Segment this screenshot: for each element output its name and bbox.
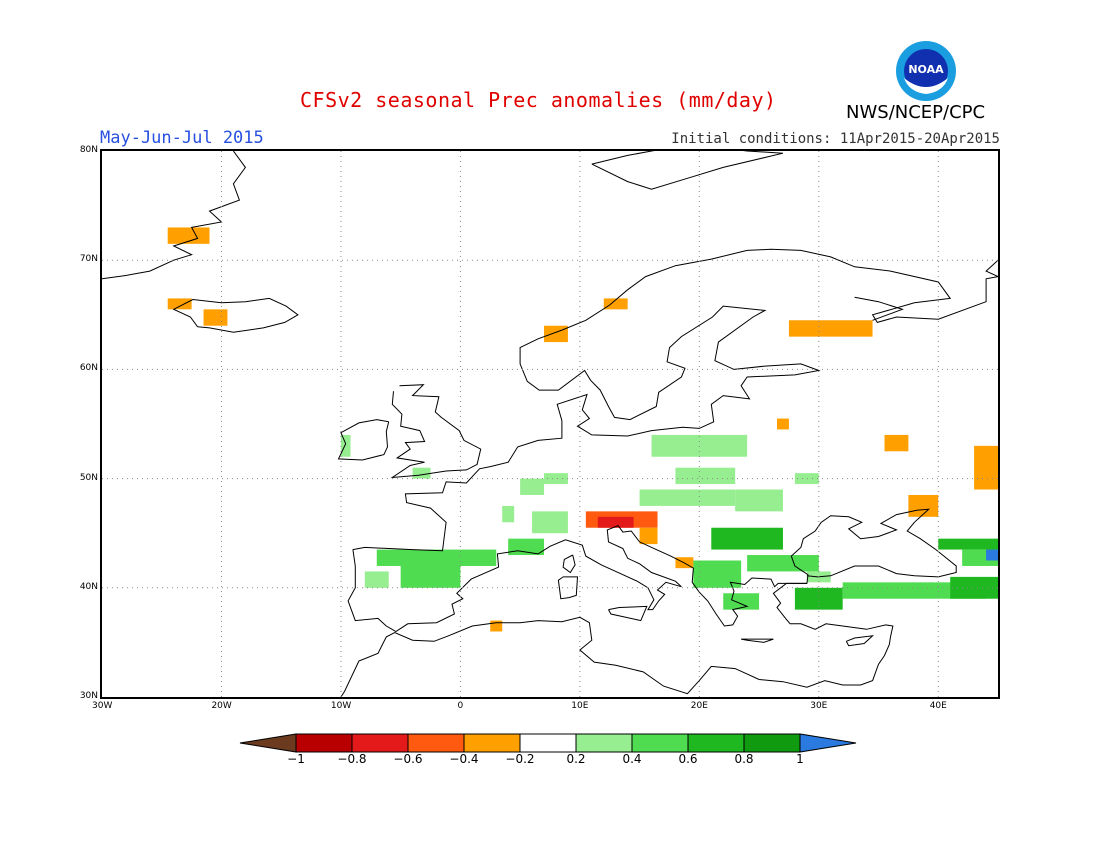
- colorbar-swatch: [351, 733, 409, 753]
- anomaly-ukraine-wet: [794, 473, 819, 485]
- lat-tick-label: 30N: [79, 691, 98, 701]
- lon-tick-label: 30E: [810, 701, 828, 711]
- map-svg: [102, 151, 998, 697]
- anomaly-volga-dry: [974, 445, 998, 490]
- coastline-14: [854, 296, 904, 321]
- anomaly-iceland-west-dry: [167, 298, 192, 310]
- noaa-logo: NOAA: [896, 41, 956, 101]
- anomaly-greece-wet: [693, 560, 742, 588]
- anomaly-algeria-dry: [490, 620, 503, 632]
- colorbar-tick-label: −0.2: [505, 752, 535, 766]
- anomaly-poland-wet: [651, 434, 748, 457]
- coastline-8: [608, 605, 648, 622]
- coastline-2: [340, 582, 894, 697]
- anomaly-caucasus-wet: [938, 538, 998, 550]
- anomaly-croatia-dry: [639, 527, 658, 545]
- colorbar-swatch: [687, 733, 745, 753]
- anomaly-france-west-wet: [502, 505, 515, 523]
- anomaly-greece-south-wet: [723, 593, 760, 610]
- anomaly-germany-wet: [544, 473, 568, 485]
- anomaly-switzerland-wet: [532, 511, 568, 534]
- lat-tick-label: 80N: [79, 145, 98, 155]
- colorbar-tick-label: 0.6: [678, 752, 698, 766]
- coastline-9: [741, 638, 774, 643]
- colorbar-swatch: [463, 733, 521, 753]
- anomaly-czech-wet: [675, 467, 736, 485]
- colorbar-tick-label: 0.8: [734, 752, 754, 766]
- coastline-12: [591, 151, 784, 190]
- coastline-1: [347, 508, 957, 633]
- anomaly-turkey-west-wet: [794, 587, 843, 610]
- lat-tick-label: 70N: [79, 254, 98, 265]
- map-panel: [100, 149, 1000, 699]
- logo-text: NOAA: [908, 63, 944, 76]
- colorbar-tick-label: 1: [796, 752, 804, 766]
- anomaly-turkey-east-wet: [950, 576, 998, 599]
- coastline-10: [845, 635, 875, 647]
- lon-tick-label: 20E: [690, 701, 708, 711]
- chart-title: CFSv2 seasonal Prec anomalies (mm/day): [300, 88, 777, 112]
- colorbar-swatch: [575, 733, 633, 753]
- anomaly-ireland-wet: [340, 434, 351, 457]
- anomaly-iceland-south-dry: [203, 309, 228, 326]
- colorbar-swatch: [519, 733, 577, 753]
- lon-tick-label: 20W: [211, 701, 232, 711]
- colorbar-tick-label: −0.8: [337, 752, 367, 766]
- anomaly-france-south-wet: [508, 538, 545, 556]
- colorbar-arrow-high: [799, 733, 857, 753]
- coastline-11: [102, 151, 247, 280]
- forecast-period: May-Jun-Jul 2015: [100, 128, 264, 148]
- anomaly-russia-south-dry: [884, 434, 909, 452]
- anomaly-norway-central-dry: [544, 325, 568, 343]
- colorbar-swatch: [743, 733, 801, 753]
- anomaly-belgium-wet: [520, 478, 545, 495]
- anomaly-portugal-wet: [364, 571, 389, 588]
- anomaly-spain-central-wet: [400, 560, 461, 588]
- colorbar-swatch: [631, 733, 689, 753]
- colorbar-tick-label: −0.4: [449, 752, 479, 766]
- lat-tick-label: 40N: [79, 581, 98, 592]
- coastline-6: [557, 576, 579, 600]
- colorbar-tick-label: −1: [287, 752, 305, 766]
- anomaly-balkans-wet: [711, 527, 783, 550]
- colorbar-tick-label: −0.6: [393, 752, 423, 766]
- coastline-15: [985, 259, 998, 278]
- colorbar-tick-label: 0.2: [566, 752, 586, 766]
- lon-tick-label: 10E: [571, 701, 589, 711]
- lat-tick-label: 60N: [79, 363, 98, 374]
- anomaly-romania-wet: [735, 489, 783, 512]
- lon-tick-label: 40E: [929, 701, 947, 711]
- coastline-4: [337, 419, 390, 461]
- anomaly-slovenia-dry: [597, 516, 634, 528]
- lon-tick-label: 30W: [92, 701, 113, 711]
- colorbar-swatch: [295, 733, 353, 753]
- anomaly-svalbard-greenland-dry: [167, 227, 210, 244]
- agency-label: NWS/NCEP/CPC: [846, 102, 986, 123]
- anomaly-ukraine-east-dry: [908, 494, 939, 517]
- initial-conditions: Initial conditions: 11Apr2015-20Apr2015: [671, 131, 1000, 147]
- coastline-0: [352, 248, 998, 552]
- anomaly-norway-north-dry: [603, 298, 628, 310]
- anomaly-russia-west-dry: [776, 418, 789, 430]
- anomaly-karelia-dry: [788, 320, 873, 337]
- coastline-7: [562, 554, 576, 574]
- anomaly-hungary-wet: [639, 489, 736, 506]
- lon-tick-label: 0: [457, 701, 464, 711]
- anomaly-bulgaria-wet: [747, 555, 819, 572]
- colorbar: [239, 733, 857, 753]
- anomaly-england-wet: [412, 467, 431, 479]
- colorbar-arrow-low: [239, 733, 297, 753]
- colorbar-tick-label: 0.4: [622, 752, 642, 766]
- anomaly-caspian-very-wet: [986, 549, 998, 561]
- colorbar-swatch: [407, 733, 465, 753]
- coastline-3: [390, 384, 482, 479]
- lon-tick-label: 10W: [330, 701, 352, 711]
- coastline-5: [172, 297, 299, 333]
- lat-tick-label: 50N: [79, 472, 98, 483]
